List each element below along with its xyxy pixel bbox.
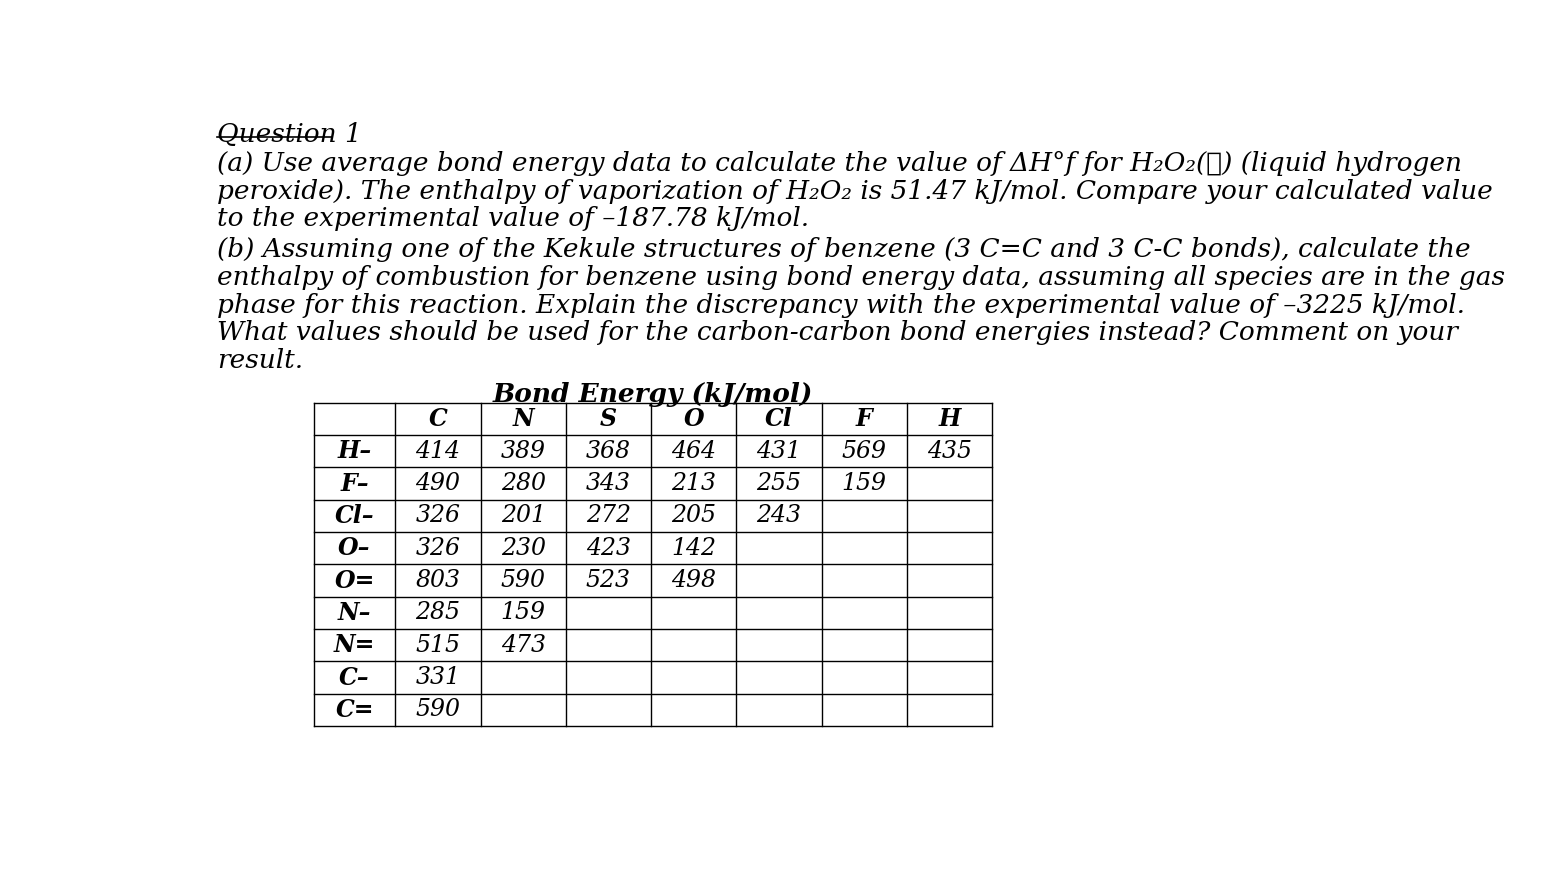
Text: 272: 272 xyxy=(586,504,631,527)
Text: (a) Use average bond energy data to calculate the value of ΔH°f for H₂O₂(ℓ) (liq: (a) Use average bond energy data to calc… xyxy=(217,151,1462,176)
Text: 523: 523 xyxy=(586,569,631,592)
Text: N=: N= xyxy=(333,633,375,657)
Text: Question 1: Question 1 xyxy=(217,121,361,147)
Text: H–: H– xyxy=(338,439,372,463)
Text: enthalpy of combustion for benzene using bond energy data, assuming all species : enthalpy of combustion for benzene using… xyxy=(217,265,1505,290)
Text: N–: N– xyxy=(338,601,372,625)
Text: 389: 389 xyxy=(501,439,546,462)
Text: F–: F– xyxy=(341,471,369,495)
Text: C–: C– xyxy=(339,665,370,689)
Text: 590: 590 xyxy=(415,698,460,721)
Text: 431: 431 xyxy=(756,439,801,462)
Text: 498: 498 xyxy=(671,569,716,592)
Text: 368: 368 xyxy=(586,439,631,462)
Text: phase for this reaction. Explain the discrepancy with the experimental value of : phase for this reaction. Explain the dis… xyxy=(217,292,1465,318)
Text: 243: 243 xyxy=(756,504,801,527)
Text: 435: 435 xyxy=(927,439,972,462)
Text: N: N xyxy=(513,407,533,431)
Text: 205: 205 xyxy=(671,504,716,527)
Text: Cl–: Cl– xyxy=(335,504,375,528)
Text: C: C xyxy=(428,407,448,431)
Text: 464: 464 xyxy=(671,439,716,462)
Text: 590: 590 xyxy=(501,569,546,592)
Text: O–: O– xyxy=(338,536,370,560)
Text: 255: 255 xyxy=(756,472,801,495)
Text: peroxide). The enthalpy of vaporization of H₂O₂ is 51.47 kJ/mol. Compare your ca: peroxide). The enthalpy of vaporization … xyxy=(217,179,1493,204)
Text: 142: 142 xyxy=(671,537,716,560)
Text: 213: 213 xyxy=(671,472,716,495)
Text: 803: 803 xyxy=(415,569,460,592)
Text: 326: 326 xyxy=(415,504,460,527)
Text: to the experimental value of –187.78 kJ/mol.: to the experimental value of –187.78 kJ/… xyxy=(217,206,809,231)
Text: F: F xyxy=(856,407,873,431)
Text: O: O xyxy=(684,407,704,431)
Text: result.: result. xyxy=(217,348,304,373)
Text: O=: O= xyxy=(335,569,375,593)
Text: (b) Assuming one of the Kekule structures of benzene (3 C=C and 3 C-C bonds), ca: (b) Assuming one of the Kekule structure… xyxy=(217,237,1471,262)
Text: 414: 414 xyxy=(415,439,460,462)
Text: 515: 515 xyxy=(415,633,460,657)
Text: 343: 343 xyxy=(586,472,631,495)
Text: 490: 490 xyxy=(415,472,460,495)
Text: 159: 159 xyxy=(501,602,546,625)
Text: 230: 230 xyxy=(501,537,546,560)
Text: Cl: Cl xyxy=(766,407,792,431)
Text: What values should be used for the carbon-carbon bond energies instead? Comment : What values should be used for the carbo… xyxy=(217,321,1459,346)
Text: 285: 285 xyxy=(415,602,460,625)
Text: C=: C= xyxy=(335,698,374,722)
Text: Bond Energy (kJ/mol): Bond Energy (kJ/mol) xyxy=(493,382,814,407)
Text: 326: 326 xyxy=(415,537,460,560)
Text: H: H xyxy=(938,407,961,431)
Text: 331: 331 xyxy=(415,666,460,689)
Text: 159: 159 xyxy=(842,472,887,495)
Text: 473: 473 xyxy=(501,633,546,657)
Text: S: S xyxy=(600,407,617,431)
Text: 201: 201 xyxy=(501,504,546,527)
Text: 280: 280 xyxy=(501,472,546,495)
Text: 423: 423 xyxy=(586,537,631,560)
Text: 569: 569 xyxy=(842,439,887,462)
